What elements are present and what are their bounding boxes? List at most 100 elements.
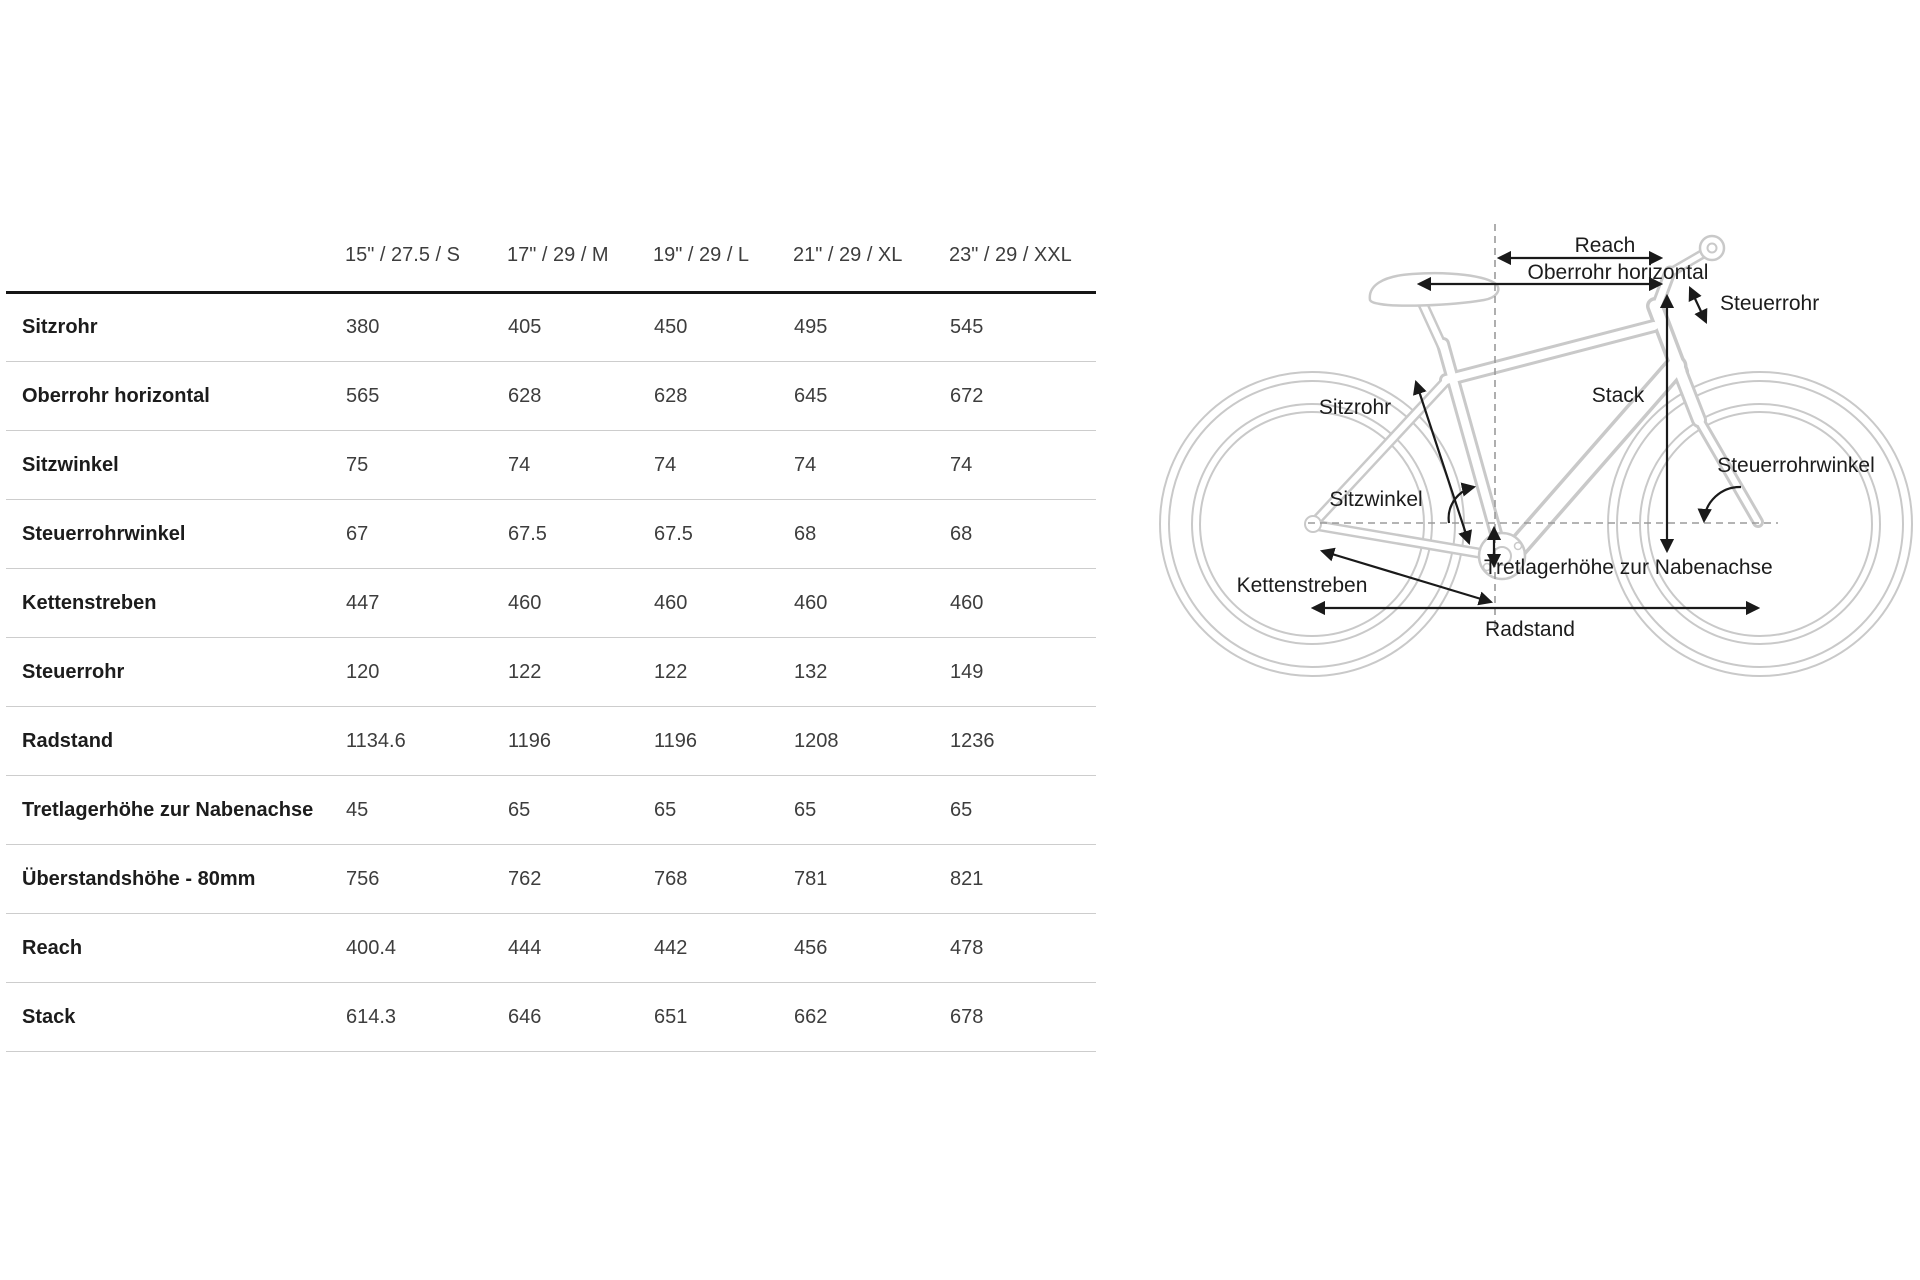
row-label: Sitzrohr: [6, 292, 345, 362]
geometry-value: 460: [653, 568, 793, 638]
geometry-value: 450: [653, 292, 793, 362]
steuerrohrwinkel-label: Steuerrohrwinkel: [1717, 454, 1875, 477]
geometry-row: Stack 614.3 646 651 662 678: [6, 982, 1096, 1052]
geometry-row: Reach 400.4 444 442 456 478: [6, 913, 1096, 983]
size-column-header: 23" / 29 / XXL: [949, 236, 1096, 294]
geometry-value: 781: [793, 844, 949, 914]
sitzrohr-arrow: [1413, 379, 1472, 546]
geometry-value: 1236: [949, 706, 1096, 776]
measurement-arrows: [1310, 250, 1761, 616]
geometry-value: 662: [793, 982, 949, 1052]
geometry-row: Steuerrohrwinkel 67 67.5 67.5 68 68: [6, 499, 1096, 569]
geometry-table-body: Sitzrohr 380 405 450 495 545 Oberrohr horizont…: [6, 292, 1096, 1052]
geometry-value: 74: [653, 430, 793, 500]
geometry-value: 74: [507, 430, 653, 500]
row-label: Tretlagerhöhe zur Nabenachse: [6, 775, 345, 845]
geometry-row: Oberrohr horizontal 565 628 628 645 672: [6, 361, 1096, 431]
geometry-row: Radstand 1134.6 1196 1196 1208 1236: [6, 706, 1096, 776]
geometry-value: 405: [507, 292, 653, 362]
stack-label: Stack: [1592, 384, 1645, 407]
radstand-label: Radstand: [1485, 618, 1575, 641]
bike-geometry-diagram: Reach Oberrohr horizontal Steuerrohr Sta…: [1159, 224, 1913, 677]
geometry-value: 768: [653, 844, 793, 914]
geometry-value: 495: [793, 292, 949, 362]
geometry-value: 756: [345, 844, 507, 914]
row-label: Kettenstreben: [6, 568, 345, 638]
saddle: [1368, 271, 1500, 307]
geometry-value: 821: [949, 844, 1096, 914]
sitzwinkel-arc: [1447, 482, 1477, 524]
row-label: Steuerrohrwinkel: [6, 499, 345, 569]
geometry-value: 628: [507, 361, 653, 431]
geometry-value: 75: [345, 430, 507, 500]
geometry-value: 460: [793, 568, 949, 638]
geometry-value: 65: [507, 775, 653, 845]
geometry-value: 67.5: [507, 499, 653, 569]
size-column-header: 21" / 29 / XL: [793, 236, 949, 294]
geometry-value: 1196: [507, 706, 653, 776]
geometry-value: 65: [653, 775, 793, 845]
geometry-row: Kettenstreben 447 460 460 460 460: [6, 568, 1096, 638]
geometry-value: 74: [793, 430, 949, 500]
geometry-value: 444: [507, 913, 653, 983]
steuerrohr-arrow: [1688, 286, 1708, 324]
geometry-value: 149: [949, 637, 1096, 707]
geometry-row: Überstandshöhe - 80mm 756 762 768 781 821: [6, 844, 1096, 914]
geometry-value: 120: [345, 637, 507, 707]
steuerrohrwinkel-arc: [1697, 485, 1742, 524]
row-label: Radstand: [6, 706, 345, 776]
rear-dropout: [1304, 515, 1322, 533]
geometry-value: 672: [949, 361, 1096, 431]
geometry-value: 646: [507, 982, 653, 1052]
geometry-row: Sitzwinkel 75 74 74 74 74: [6, 430, 1096, 500]
geometry-value: 460: [507, 568, 653, 638]
geometry-value: 65: [949, 775, 1096, 845]
size-column-header: 17" / 29 / M: [507, 236, 653, 294]
kettenstreben-label: Kettenstreben: [1237, 574, 1368, 597]
steuerrohr-label: Steuerrohr: [1720, 292, 1819, 315]
size-column-header: 19" / 29 / L: [653, 236, 793, 294]
row-label: Sitzwinkel: [6, 430, 345, 500]
geometry-value: 1196: [653, 706, 793, 776]
handlebar-grip: [1698, 234, 1726, 262]
sitzwinkel-label: Sitzwinkel: [1329, 488, 1422, 511]
sitzrohr-label: Sitzrohr: [1319, 396, 1391, 419]
row-label: Steuerrohr: [6, 637, 345, 707]
geometry-table: 15" / 27.5 / S 17" / 29 / M 19" / 29 / L 21…: [6, 236, 1096, 1052]
tretlagerhoehe-label: Tretlagerhöhe zur Nabenachse: [1484, 556, 1773, 579]
geometry-value: 565: [345, 361, 507, 431]
size-column-header: 15" / 27.5 / S: [345, 236, 507, 294]
diagram-labels: Reach Oberrohr horizontal Steuerrohr Sta…: [1237, 234, 1875, 641]
geometry-value: 67.5: [653, 499, 793, 569]
size-header-row: 15" / 27.5 / S 17" / 29 / M 19" / 29 / L 21…: [6, 236, 1096, 294]
geometry-value: 122: [507, 637, 653, 707]
corner-cell: [6, 236, 345, 294]
oberrohr-label: Oberrohr horizontal: [1528, 261, 1709, 284]
geometry-row: Tretlagerhöhe zur Nabenachse 45 65 65 65 65: [6, 775, 1096, 845]
geometry-value: 68: [949, 499, 1096, 569]
geometry-value: 478: [949, 913, 1096, 983]
geometry-value: 380: [345, 292, 507, 362]
geometry-value: 67: [345, 499, 507, 569]
row-label: Oberrohr horizontal: [6, 361, 345, 431]
geometry-value: 74: [949, 430, 1096, 500]
geometry-value: 447: [345, 568, 507, 638]
geometry-row: Sitzrohr 380 405 450 495 545: [6, 292, 1096, 362]
reach-label: Reach: [1575, 234, 1636, 257]
front-wheel: [1607, 371, 1913, 677]
geometry-value: 460: [949, 568, 1096, 638]
geometry-value: 122: [653, 637, 793, 707]
row-label: Stack: [6, 982, 345, 1052]
geometry-value: 645: [793, 361, 949, 431]
geometry-row: Steuerrohr 120 122 122 132 149: [6, 637, 1096, 707]
geometry-value: 651: [653, 982, 793, 1052]
kettenstreben-arrow: [1319, 547, 1494, 606]
geometry-value: 456: [793, 913, 949, 983]
geometry-value: 762: [507, 844, 653, 914]
row-label: Reach: [6, 913, 345, 983]
geometry-value: 65: [793, 775, 949, 845]
row-label: Überstandshöhe - 80mm: [6, 844, 345, 914]
geometry-value: 678: [949, 982, 1096, 1052]
geometry-value: 545: [949, 292, 1096, 362]
